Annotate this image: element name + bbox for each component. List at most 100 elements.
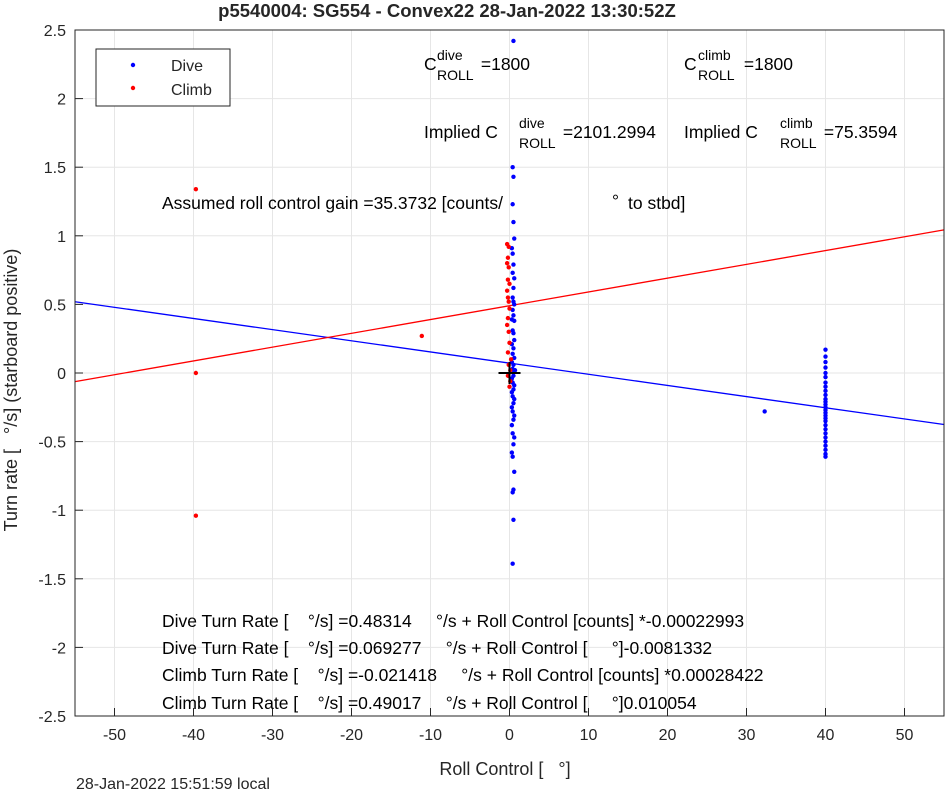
data-point-dive [511,417,516,422]
data-point-dive [823,374,828,380]
y-tick-label: -0.5 [38,435,66,452]
data-point-dive [510,165,515,170]
data-point-climb [507,281,512,287]
x-tick-label: -40 [182,727,205,744]
c-climb-sub: ROLL [698,67,735,83]
c-climb-main: C [684,54,697,74]
data-point-dive [512,368,518,373]
c-dive-value: =1800 [476,54,530,74]
data-point-climb [193,513,199,518]
center-mark [498,362,521,384]
data-point-dive [823,370,828,376]
data-point-dive [823,359,828,365]
equation-climb-degrees: Climb Turn Rate [ °/s] =0.49017 °/s + Ro… [162,693,697,713]
implied-dive-value: =2101.2994 [558,122,656,142]
data-point-dive [512,236,517,241]
implied-c-dive-annotation: Implied C dive ROLL =2101.2994 [424,115,656,151]
y-tick-label: 1.5 [44,160,66,177]
data-point-dive [510,431,515,436]
data-point-climb [506,299,511,304]
y-axis-label: Turn rate [ °/s] (starboard positive) [1,249,21,532]
data-point-dive [823,447,828,453]
data-point-climb [505,315,511,321]
data-point-climb [419,333,425,339]
x-tick-label: -30 [261,727,284,744]
data-point-dive [510,202,515,207]
fit-line [74,229,945,383]
data-point-climb [505,350,511,355]
data-point-dive [512,337,517,343]
c-dive-sup: dive [437,47,463,63]
data-point-dive [511,362,516,367]
x-tick-label: 30 [738,727,756,744]
data-point-dive [823,418,828,424]
implied-climb-value: =75.3594 [819,122,898,142]
data-point-dive [509,422,515,428]
data-point-dive [511,442,516,447]
data-point-dive [510,490,515,495]
x-tick-label: 50 [896,727,914,744]
legend: Dive Climb [95,48,231,107]
data-point-dive [823,392,828,398]
implied-dive-prefix: Implied C [424,122,503,142]
data-point-dive [823,354,828,359]
data-point-climb [507,384,512,389]
data-point-climb [505,255,511,260]
gain-degree: ° [612,191,619,211]
chart-title: p5540004: SG554 - Convex22 28-Jan-2022 1… [218,0,676,21]
data-point-climb [505,277,511,282]
y-tick-label: -1 [52,503,66,520]
data-point-dive [510,270,515,276]
data-point-climb [507,340,512,346]
c-roll-dive-annotation: C dive ROLL =1800 [424,47,530,83]
data-point-dive [511,262,516,267]
data-point-climb [506,265,511,270]
x-tick-label: 10 [580,727,598,744]
data-point-dive [511,346,516,351]
c-dive-main: C [424,54,437,74]
data-point-dive [823,427,828,432]
x-tick-label: 0 [505,727,514,744]
implied-dive-sup: dive [519,115,545,131]
c-roll-climb-annotation: C climb ROLL =1800 [684,47,793,83]
c-climb-sup: climb [698,47,731,63]
data-point-dive [509,405,515,410]
y-tick-label: -2 [52,640,66,657]
data-point-climb [504,261,510,266]
data-point-dive [823,454,828,459]
x-tick-label: -20 [340,727,363,744]
data-point-dive [511,38,516,44]
y-tick-label: 1 [57,229,66,246]
data-point-dive [509,390,515,395]
gain-text: Assumed roll control gain =35.3732 [coun… [162,193,503,213]
legend-dive-marker [130,62,136,68]
data-point-dive [823,431,828,436]
data-point-dive [510,251,515,256]
data-point-dive [512,469,517,474]
gain-annotation: Assumed roll control gain =35.3732 [coun… [162,191,685,213]
data-point-dive [823,347,828,352]
y-tick-label: 2.5 [44,23,66,40]
legend-climb-marker [130,85,136,91]
data-point-dive [511,331,516,336]
x-tick-label: 20 [659,727,677,744]
data-point-dive [512,396,517,402]
data-point-climb [504,288,510,293]
y-tick-label: -1.5 [38,572,66,589]
data-point-climb [507,306,512,311]
x-tick-label: -10 [419,727,442,744]
implied-climb-prefix: Implied C [684,122,763,142]
data-point-dive [510,295,515,300]
data-point-dive [511,400,516,406]
data-point-climb [504,322,510,328]
data-point-dive [512,383,517,388]
x-tick-label: 40 [817,727,835,744]
data-point-dive [512,302,517,307]
data-point-dive [511,285,516,291]
legend-dive-label: Dive [171,58,203,75]
data-point-dive [823,422,828,428]
equation-climb-counts: Climb Turn Rate [ °/s] =-0.021418 °/s + … [162,665,764,685]
implied-dive-sub: ROLL [519,135,556,151]
implied-climb-sub: ROLL [780,135,817,151]
data-point-climb [508,357,514,362]
